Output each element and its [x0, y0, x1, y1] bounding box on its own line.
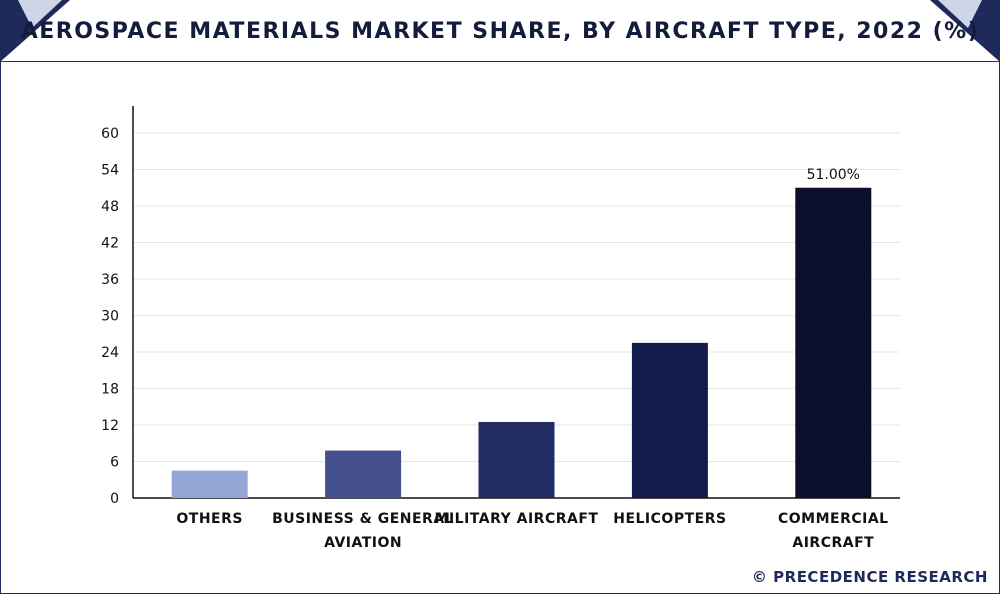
y-tick-label: 30: [101, 309, 119, 325]
credit-text: © PRECEDENCE RESEARCH: [751, 568, 988, 586]
bar: [631, 342, 708, 498]
y-tick-label: 48: [101, 199, 119, 215]
x-tick-label: HELICOPTERS: [613, 511, 726, 527]
bar: [325, 450, 402, 498]
y-tick-label: 42: [101, 236, 119, 252]
x-tick-label: BUSINESS & GENERAL: [272, 511, 454, 527]
bar: [478, 421, 555, 498]
title-banner: AEROSPACE MATERIALS MARKET SHARE, BY AIR…: [0, 0, 1000, 62]
x-tick-label: AVIATION: [324, 535, 402, 551]
x-tick-label: OTHERS: [176, 511, 243, 527]
data-label: 51.00%: [807, 167, 860, 183]
y-tick-label: 60: [101, 126, 119, 142]
x-tick-label: MILITARY AIRCRAFT: [435, 511, 599, 527]
chart-title: AEROSPACE MATERIALS MARKET SHARE, BY AIR…: [20, 18, 980, 44]
y-tick-label: 36: [101, 272, 119, 288]
bar: [795, 187, 872, 498]
y-tick-label: 18: [101, 382, 119, 398]
y-tick-label: 12: [101, 418, 119, 434]
banner-graphic: [0, 0, 1000, 62]
bar: [171, 470, 248, 498]
y-tick-label: 6: [110, 455, 119, 471]
y-tick-label: 54: [101, 163, 119, 179]
x-tick-label: COMMERCIAL: [778, 511, 889, 527]
x-tick-label: AIRCRAFT: [792, 535, 874, 551]
y-tick-label: 0: [110, 491, 119, 507]
y-tick-label: 24: [101, 345, 119, 361]
